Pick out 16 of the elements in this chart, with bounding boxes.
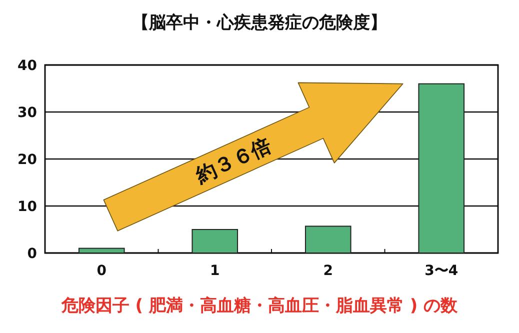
x-tick-label: 3〜4 bbox=[424, 263, 458, 279]
chart-title: 【脳卒中・心疾患発症の危険度】 bbox=[132, 13, 387, 33]
x-tick-label: 2 bbox=[323, 263, 333, 279]
bar bbox=[418, 83, 465, 254]
y-tick-label: 40 bbox=[18, 58, 38, 74]
x-tick-label: 1 bbox=[210, 263, 220, 279]
y-tick-label: 20 bbox=[18, 152, 38, 168]
y-tick-label: 0 bbox=[27, 246, 38, 262]
y-tick-label: 10 bbox=[18, 198, 38, 215]
bar bbox=[78, 248, 125, 254]
y-tick-label: 30 bbox=[18, 104, 38, 121]
bar bbox=[304, 226, 352, 254]
annotation: 約３６倍 bbox=[191, 132, 275, 188]
x-tick-label: 0 bbox=[96, 263, 107, 279]
bar bbox=[192, 229, 238, 254]
x-axis-title: 危険因子 ( 肥満・高血糖・高血圧・脂血異常 ) の数 bbox=[60, 296, 459, 316]
